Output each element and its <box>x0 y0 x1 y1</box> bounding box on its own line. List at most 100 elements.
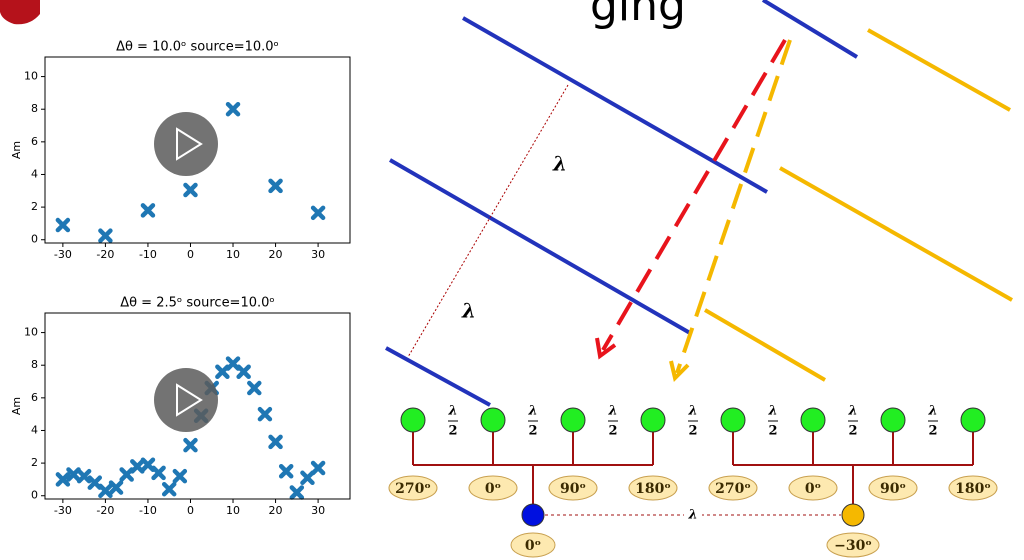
phase-badge <box>948 475 998 501</box>
x-tick-label: 0 <box>187 248 194 261</box>
play-button[interactable] <box>154 112 218 176</box>
marker <box>108 480 124 495</box>
marker <box>161 481 177 497</box>
marker <box>268 434 283 450</box>
x-tick-label: -20 <box>96 248 114 261</box>
phase-badge <box>510 532 556 558</box>
subarray-dot <box>521 503 545 527</box>
marker <box>151 465 166 481</box>
half-wavelength-den: 2 <box>768 424 777 439</box>
y-tick-label: 10 <box>24 70 38 83</box>
y-tick-label: 2 <box>31 456 38 469</box>
y-tick-label: 8 <box>31 358 38 371</box>
arrowhead <box>669 360 690 382</box>
half-wavelength-den: 2 <box>448 424 457 439</box>
marker <box>183 182 198 198</box>
y-tick-label: 4 <box>31 167 38 180</box>
x-tick-label: 30 <box>311 248 325 261</box>
phase-badge <box>388 475 438 501</box>
x-tick-label: -20 <box>96 504 114 517</box>
half-wavelength-num: λ <box>927 404 937 419</box>
chart-title: Δθ = 2.5ᵒ source=10.0ᵒ <box>120 296 275 311</box>
wavefront <box>385 346 491 407</box>
marker <box>119 467 134 482</box>
x-tick-label: -30 <box>54 504 72 517</box>
x-tick-label: -30 <box>54 248 72 261</box>
marker <box>215 364 230 379</box>
half-wavelength-num: λ <box>527 404 537 419</box>
element-phase: 90ᵒ <box>560 481 586 497</box>
phase-badge <box>468 475 518 501</box>
marker <box>278 464 294 479</box>
x-tick-label: 30 <box>311 504 325 517</box>
half-wavelength-num: λ <box>847 404 857 419</box>
half-wavelength-den: 2 <box>928 424 937 439</box>
marker <box>66 467 81 482</box>
marker <box>300 470 315 486</box>
play-icon <box>176 127 203 161</box>
logo <box>0 0 40 25</box>
element-phase: 180ᵒ <box>955 481 991 497</box>
play-button[interactable] <box>154 368 218 432</box>
element-phase: 0ᵒ <box>485 481 501 497</box>
antenna-element <box>400 407 426 433</box>
plot-frame <box>44 56 351 244</box>
half-wavelength-num: λ <box>447 404 457 419</box>
marker <box>98 228 113 243</box>
wavefront <box>703 308 827 382</box>
x-tick-label: 10 <box>226 504 240 517</box>
signal-arrow <box>601 38 787 352</box>
signal-arrow <box>675 39 792 374</box>
antenna-element <box>480 407 506 433</box>
marker <box>247 380 262 396</box>
antenna-element <box>960 407 986 433</box>
wavefront <box>779 166 1013 302</box>
y-tick-label: 8 <box>31 102 38 115</box>
marker <box>236 364 251 379</box>
half-wavelength-den: 2 <box>608 424 617 439</box>
half-wavelength-den: 2 <box>688 424 697 439</box>
wavelength-line <box>407 84 569 358</box>
marker <box>172 468 188 484</box>
y-tick-label: 10 <box>24 326 38 339</box>
marker <box>225 356 241 371</box>
y-tick-label: 0 <box>31 233 38 246</box>
arrowhead <box>595 337 617 360</box>
plot-frame <box>44 312 351 500</box>
x-tick-label: 0 <box>187 504 194 517</box>
wavefront <box>761 0 859 59</box>
antenna-element <box>880 407 906 433</box>
phase-badge <box>708 475 758 501</box>
subarray-dot <box>841 503 865 527</box>
marker <box>310 205 326 221</box>
half-wavelength-num: λ <box>607 404 617 419</box>
y-tick-label: 4 <box>31 423 38 436</box>
phase-badge <box>868 475 918 501</box>
element-phase: 90ᵒ <box>880 481 906 497</box>
marker <box>183 437 198 453</box>
x-tick-label: -10 <box>139 248 157 261</box>
half-wavelength-num: λ <box>767 404 777 419</box>
diagram: λ λ 270ᵒ 0ᵒ 90ᵒ 180ᵒ 270ᵒ 0ᵒ 90ᵒ 180ᵒ λ 2 λ 2 λ 2 λ 2 λ 2… <box>385 0 1013 558</box>
y-tick-label: 6 <box>31 391 38 404</box>
phase-badge <box>628 475 678 501</box>
marker <box>98 483 113 499</box>
antenna-element <box>800 407 826 433</box>
y-axis-label: Am <box>10 397 23 415</box>
marker <box>289 485 305 500</box>
wavefront <box>867 28 1011 112</box>
element-phase: 270ᵒ <box>395 481 431 497</box>
subarray-phase: −30ᵒ <box>834 538 872 554</box>
label-bg <box>684 506 702 524</box>
half-wavelength-den: 2 <box>528 424 537 439</box>
marker <box>140 457 156 472</box>
marker <box>257 406 273 422</box>
play-icon <box>176 383 203 417</box>
slide-title-fragment: ging <box>590 0 686 31</box>
marker <box>140 203 156 218</box>
chart-title: Δθ = 10.0ᵒ source=10.0ᵒ <box>116 40 279 55</box>
marker <box>76 468 92 484</box>
